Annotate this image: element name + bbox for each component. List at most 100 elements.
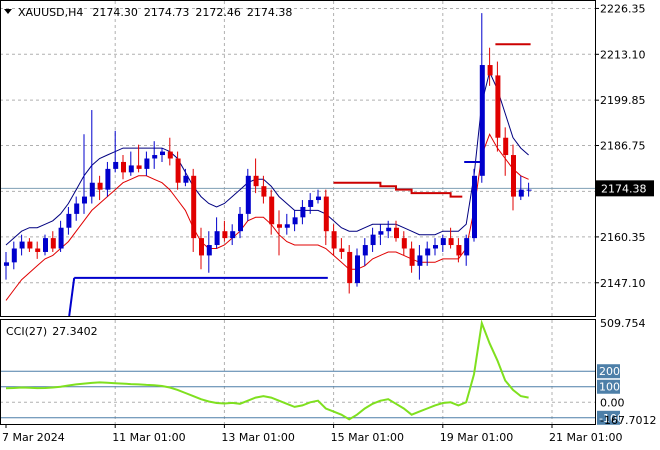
candle-body — [245, 175, 251, 214]
candle — [425, 241, 431, 266]
candle — [355, 248, 360, 287]
candle-body — [362, 245, 368, 256]
candle — [105, 161, 111, 197]
candle — [222, 220, 228, 242]
candle-body — [316, 196, 321, 201]
time-tick-label: 13 Mar 01:00 — [221, 431, 294, 444]
candle — [339, 238, 345, 259]
candle-body — [292, 217, 298, 225]
cci-value: 27.3402 — [52, 325, 98, 338]
candle — [230, 224, 236, 246]
candle-body — [479, 65, 485, 176]
candle — [401, 231, 407, 256]
candle — [526, 182, 532, 197]
candle-body — [74, 203, 80, 214]
candle — [128, 151, 134, 176]
levels — [68, 43, 531, 317]
candle-body — [347, 251, 353, 284]
candle — [292, 210, 298, 232]
time-tick-label: 21 Mar 01:00 — [549, 431, 622, 444]
candle — [331, 224, 337, 256]
candle — [503, 127, 509, 176]
cci-level-label: 200 — [599, 365, 620, 378]
candle — [214, 217, 220, 249]
candle — [191, 168, 197, 252]
candle-body — [355, 255, 360, 284]
candle-body — [152, 155, 158, 159]
candle-body — [487, 65, 493, 76]
candle — [58, 220, 64, 252]
candle — [206, 231, 212, 273]
candle-body — [136, 165, 142, 169]
cci-level-lines — [0, 370, 595, 419]
open-value: 2174.30 — [92, 6, 138, 19]
candle-body — [331, 231, 337, 249]
candle-body — [269, 196, 275, 225]
candle — [518, 175, 524, 201]
candle-body — [230, 231, 236, 239]
cci-line — [5, 319, 529, 421]
candle-body — [222, 231, 228, 239]
candle-body — [440, 238, 446, 246]
candle-body — [160, 151, 165, 156]
candle — [238, 206, 243, 239]
price-tick-label: 2226.35 — [600, 2, 646, 15]
candle — [323, 189, 329, 246]
candle-body — [495, 75, 501, 138]
candle-body — [464, 238, 470, 256]
candle-body — [370, 234, 376, 246]
cci-tick-label: 509.754 — [600, 317, 646, 330]
candle-body — [206, 245, 212, 256]
candle — [300, 200, 306, 225]
candle-body — [66, 213, 72, 228]
time-tick-label: 15 Mar 01:00 — [331, 431, 404, 444]
candle — [440, 234, 446, 252]
cci-panel-frame — [0, 319, 596, 425]
candle — [378, 224, 384, 246]
candle-body — [339, 248, 345, 252]
candle-body — [105, 168, 111, 190]
price-panel-grid — [0, 1, 595, 424]
candle — [269, 189, 275, 235]
candle-body — [511, 155, 516, 197]
cci-tick-label: 0.00 — [600, 396, 625, 409]
time-tick-label: 19 Mar 01:00 — [440, 431, 513, 444]
candle-body — [503, 137, 509, 156]
candle-body — [199, 238, 204, 256]
chart-header: XAUUSD,H4 2174.30 2174.73 2172.46 2174.38 — [4, 6, 292, 19]
candle-body — [191, 175, 197, 239]
time-tick-label: 7 Mar 2024 — [2, 431, 65, 444]
candle-body — [113, 161, 119, 169]
candle-body — [401, 238, 407, 249]
candle-body — [167, 151, 173, 159]
candle — [284, 213, 290, 235]
candle — [35, 241, 41, 259]
candle — [487, 47, 493, 86]
price-panel-frame — [0, 0, 596, 317]
candle — [183, 168, 189, 187]
candle — [89, 110, 95, 204]
price-axis: 2226.352213.102199.852186.752173.502160.… — [595, 2, 646, 290]
candle-body — [35, 248, 41, 252]
candle — [316, 189, 321, 204]
candle — [511, 144, 516, 211]
current-price-box — [596, 180, 654, 197]
svg-text:CCI(27)27.3402: CCI(27) 27.3402 — [6, 325, 98, 338]
candle — [121, 155, 126, 180]
candle — [152, 141, 158, 169]
candle — [464, 234, 470, 266]
lower-band-line — [5, 133, 529, 301]
cci-level-label: -100 — [599, 412, 624, 425]
candle — [167, 137, 173, 166]
collapse-triangle-icon[interactable] — [4, 9, 12, 14]
candle-body — [253, 175, 259, 187]
candle-body — [183, 175, 189, 183]
candle-body — [386, 227, 392, 232]
candle — [386, 220, 392, 239]
candle-body — [456, 245, 462, 256]
candle — [472, 168, 477, 242]
candle — [308, 193, 314, 214]
candle-body — [284, 224, 290, 228]
